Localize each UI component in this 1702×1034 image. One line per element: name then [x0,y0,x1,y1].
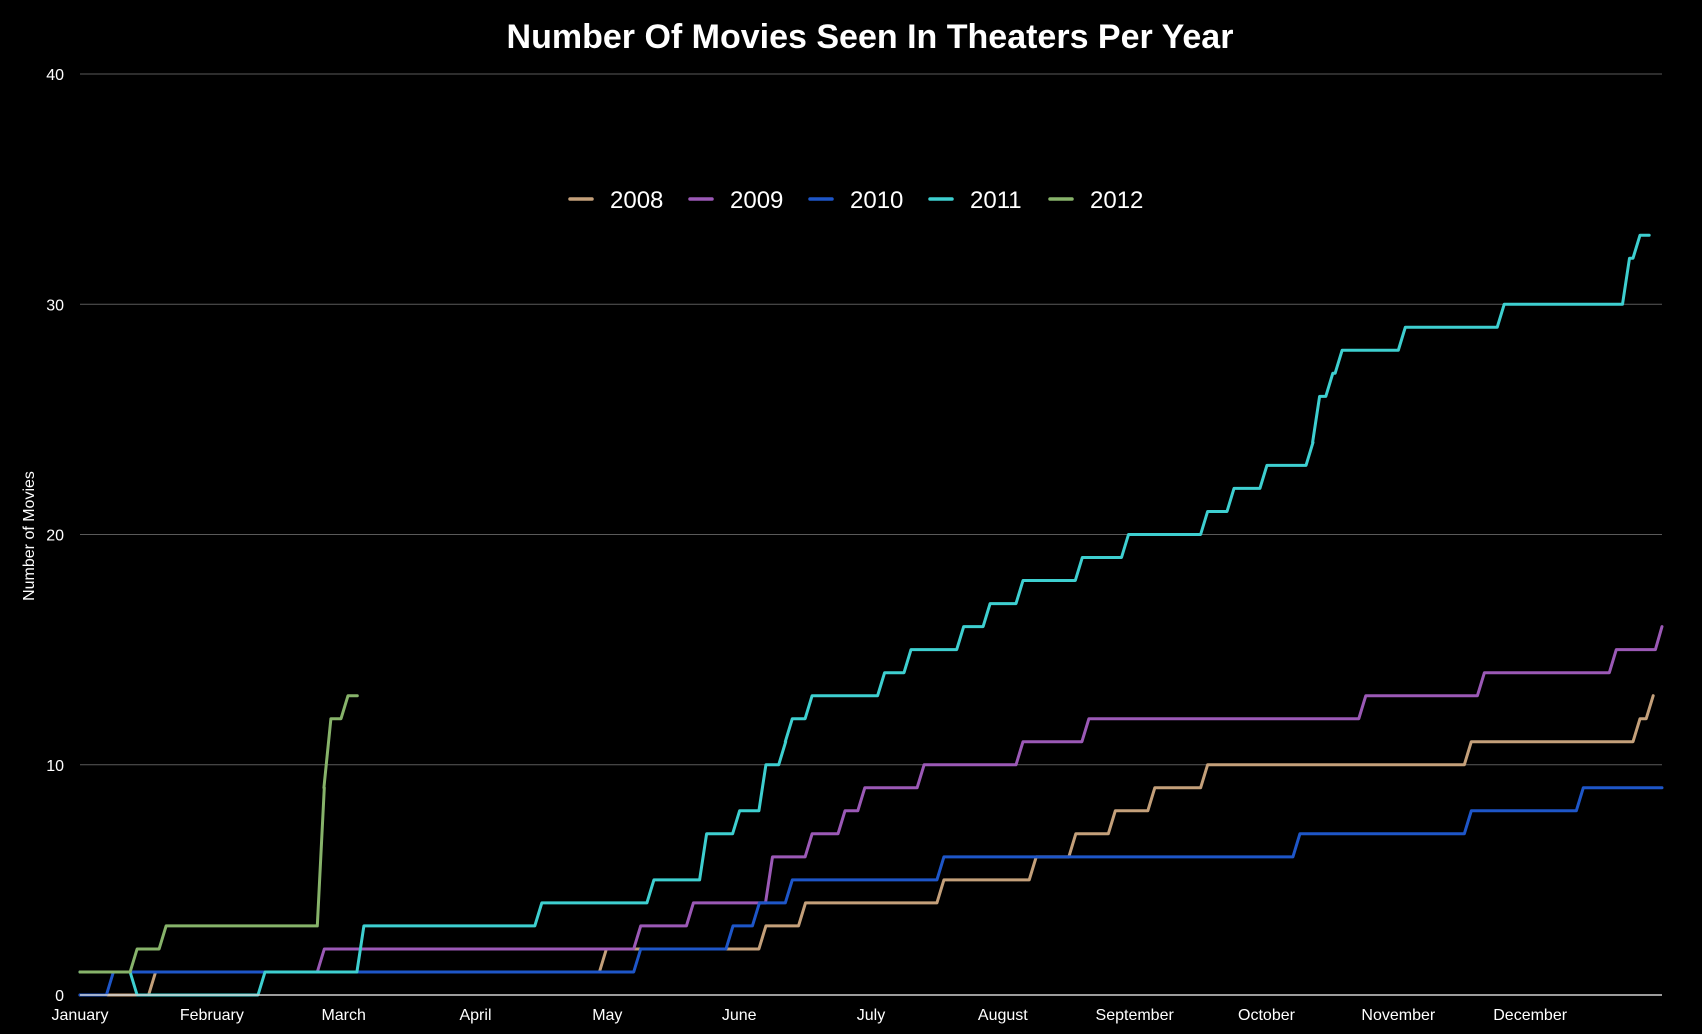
x-tick-label: September [1096,1007,1175,1024]
series-line-2011 [78,233,1651,997]
x-tick-label: August [978,1007,1028,1024]
series-line-2009 [78,625,1664,974]
x-tick-label: October [1238,1007,1296,1024]
series-line-2010 [78,786,1664,997]
y-tick-label: 20 [46,528,64,545]
legend: 2008 2009 2010 2011 2012 [568,187,1143,214]
x-tick-label: February [180,1007,244,1024]
x-tick-label: March [321,1007,365,1024]
x-tick-label: January [52,1007,109,1024]
y-axis-title: Number of Movies [21,471,38,601]
legend-label-2012: 2012 [1090,187,1143,214]
chart-title: Number Of Movies Seen In Theaters Per Ye… [507,18,1234,56]
y-tick-label: 30 [46,297,64,314]
gridlines [80,73,1662,766]
legend-label-2011: 2011 [970,187,1022,214]
x-tick-label: December [1493,1007,1567,1024]
x-tick-label: July [857,1007,885,1024]
series-lines [78,233,1664,997]
legend-label-2008: 2008 [610,187,663,214]
series-line-2012 [78,694,359,974]
x-tick-label: November [1361,1007,1435,1024]
axes: 0 10 20 30 40 January February March April May Jun… [46,67,1662,1024]
x-tick-label: June [722,1007,757,1024]
legend-label-2010: 2010 [850,187,903,214]
series-line-2008 [78,694,1655,997]
legend-label-2009: 2009 [730,187,783,214]
x-tick-label: April [459,1007,491,1024]
x-tick-label: May [592,1007,622,1024]
y-tick-label: 10 [46,758,64,775]
y-tick-label: 0 [55,988,64,1005]
y-tick-label: 40 [46,67,64,84]
